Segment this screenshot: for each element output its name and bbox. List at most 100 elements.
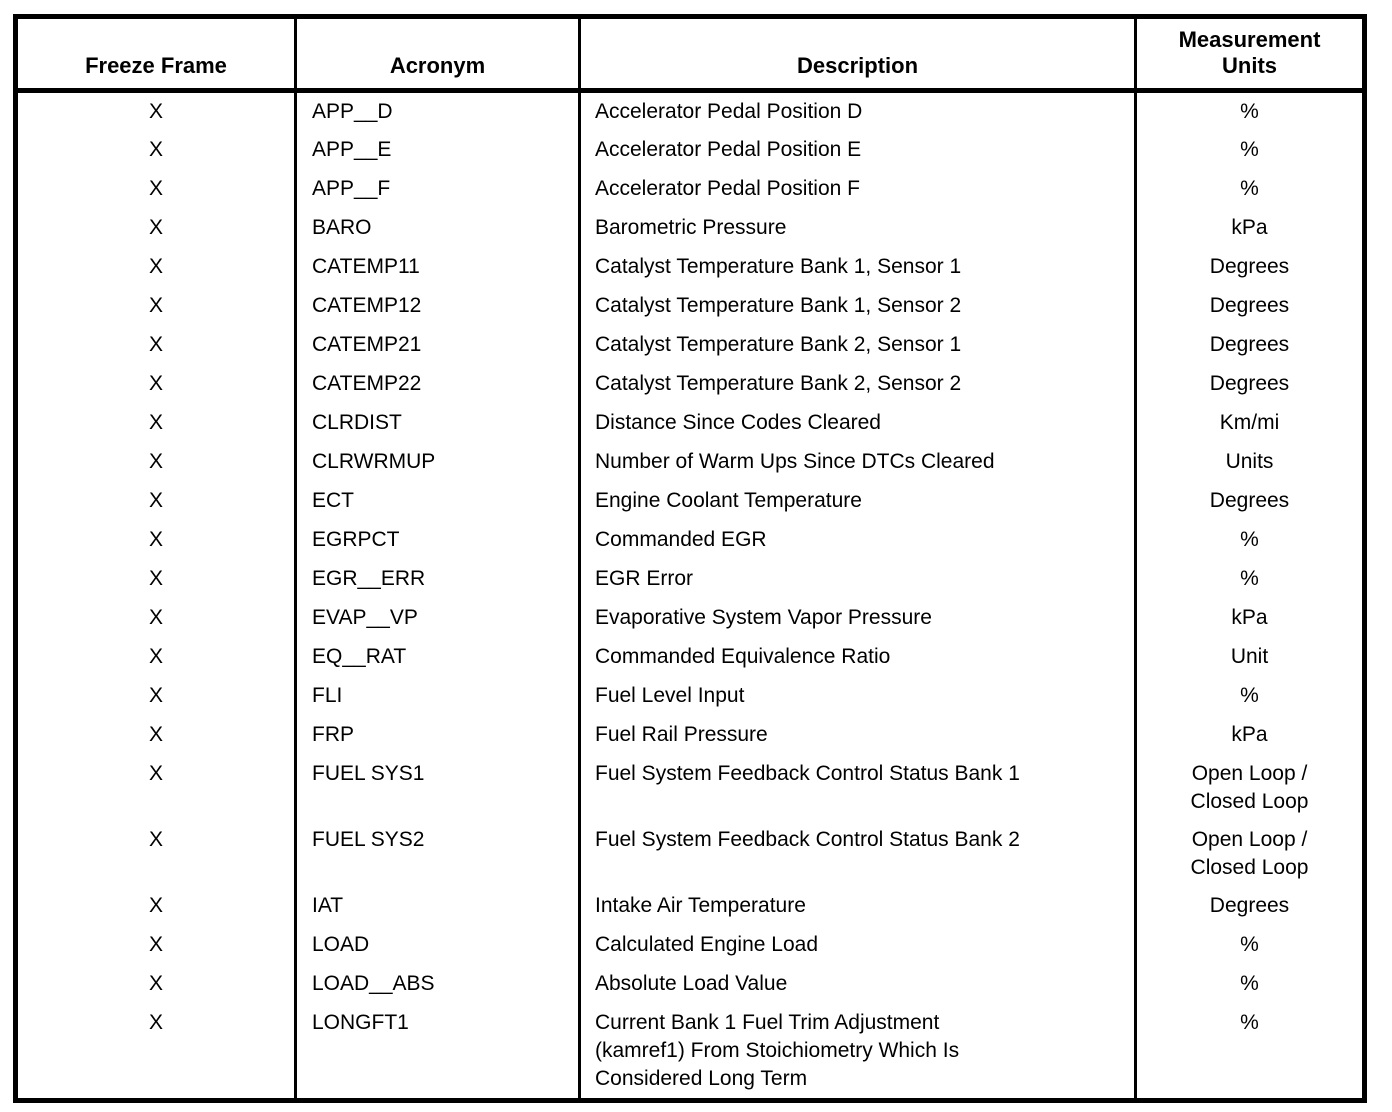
units-cell: Degrees xyxy=(1134,482,1365,521)
table-row: X EQ__RAT Commanded Equivalence Ratio Un… xyxy=(16,638,1365,677)
units-cell: % xyxy=(1134,521,1365,560)
freeze-frame-cell: X xyxy=(148,255,163,278)
header-measurement-units: Measurement Units xyxy=(1134,16,1365,93)
acronym-cell: LOAD__ABS xyxy=(294,965,580,1004)
freeze-frame-cell: X xyxy=(148,723,163,746)
description-cell: Calculated Engine Load xyxy=(578,926,1136,965)
table-row: X APP__F Accelerator Pedal Position F % xyxy=(16,170,1365,209)
description-cell: Commanded EGR xyxy=(578,521,1136,560)
description-cell: Absolute Load Value xyxy=(578,965,1136,1004)
description-cell: Accelerator Pedal Position D xyxy=(578,90,1136,131)
acronym-cell: CATEMP22 xyxy=(294,365,580,404)
table-header: Freeze Frame Acronym Description Measure… xyxy=(15,16,1365,93)
table-row: X CATEMP21 Catalyst Temperature Bank 2, … xyxy=(16,326,1365,365)
units-cell: kPa xyxy=(1134,209,1365,248)
acronym-cell: FUEL SYS2 xyxy=(294,821,580,887)
freeze-frame-cell: X xyxy=(148,606,163,629)
description-cell: Catalyst Temperature Bank 1, Sensor 2 xyxy=(578,287,1136,326)
freeze-frame-parameters-table: Freeze Frame Acronym Description Measure… xyxy=(13,14,1367,1103)
acronym-cell: EGR__ERR xyxy=(294,560,580,599)
freeze-frame-cell: X xyxy=(148,294,163,317)
freeze-frame-cell: X xyxy=(148,216,163,239)
table-row: X LONGFT1 Current Bank 1 Fuel Trim Adjus… xyxy=(16,1004,1365,1101)
acronym-cell: CATEMP11 xyxy=(294,248,580,287)
description-cell: Barometric Pressure xyxy=(578,209,1136,248)
acronym-cell: APP__D xyxy=(294,90,580,131)
table-row: X BARO Barometric Pressure kPa xyxy=(16,209,1365,248)
units-cell: % xyxy=(1134,926,1365,965)
freeze-frame-cell: X xyxy=(148,645,163,668)
units-cell: Open Loop / Closed Loop xyxy=(1134,821,1365,887)
header-freeze-frame: Freeze Frame xyxy=(15,16,296,93)
description-cell: Fuel System Feedback Control Status Bank… xyxy=(578,755,1136,821)
table-row: X IAT Intake Air Temperature Degrees xyxy=(16,887,1365,926)
description-cell: Intake Air Temperature xyxy=(578,887,1136,926)
description-cell: Fuel Level Input xyxy=(578,677,1136,716)
units-cell: % xyxy=(1134,90,1365,131)
acronym-cell: EQ__RAT xyxy=(294,638,580,677)
acronym-cell: FUEL SYS1 xyxy=(294,755,580,821)
freeze-frame-cell: X xyxy=(148,894,163,917)
units-cell: Degrees xyxy=(1134,287,1365,326)
table-row: X FRP Fuel Rail Pressure kPa xyxy=(16,716,1365,755)
table-row: X LOAD__ABS Absolute Load Value % xyxy=(16,965,1365,1004)
freeze-frame-cell: X xyxy=(148,762,163,785)
freeze-frame-cell: X xyxy=(148,972,163,995)
acronym-cell: BARO xyxy=(294,209,580,248)
units-cell: kPa xyxy=(1134,716,1365,755)
acronym-cell: LOAD xyxy=(294,926,580,965)
acronym-cell: ECT xyxy=(294,482,580,521)
header-description: Description xyxy=(578,16,1136,93)
description-cell: Evaporative System Vapor Pressure xyxy=(578,599,1136,638)
description-cell: Current Bank 1 Fuel Trim Adjustment (kam… xyxy=(578,1004,1136,1101)
acronym-cell: APP__F xyxy=(294,170,580,209)
description-cell: Fuel System Feedback Control Status Bank… xyxy=(578,821,1136,887)
description-cell: Catalyst Temperature Bank 2, Sensor 2 xyxy=(578,365,1136,404)
units-cell: % xyxy=(1134,170,1365,209)
units-cell: Unit xyxy=(1134,638,1365,677)
table-row: X ECT Engine Coolant Temperature Degrees xyxy=(16,482,1365,521)
freeze-frame-cell: X xyxy=(148,100,163,123)
units-cell: Open Loop / Closed Loop xyxy=(1134,755,1365,821)
freeze-frame-cell: X xyxy=(148,528,163,551)
freeze-frame-cell: X xyxy=(148,372,163,395)
acronym-cell: EGRPCT xyxy=(294,521,580,560)
description-cell: Accelerator Pedal Position F xyxy=(578,170,1136,209)
description-cell: Distance Since Codes Cleared xyxy=(578,404,1136,443)
freeze-frame-cell: X xyxy=(148,567,163,590)
units-cell: Degrees xyxy=(1134,365,1365,404)
description-cell: Catalyst Temperature Bank 2, Sensor 1 xyxy=(578,326,1136,365)
freeze-frame-cell: X xyxy=(148,684,163,707)
acronym-cell: FRP xyxy=(294,716,580,755)
table-row: X FLI Fuel Level Input % xyxy=(16,677,1365,716)
freeze-frame-cell: X xyxy=(148,411,163,434)
units-cell: % xyxy=(1134,1004,1365,1101)
acronym-cell: CATEMP21 xyxy=(294,326,580,365)
units-cell: Units xyxy=(1134,443,1365,482)
units-cell: Degrees xyxy=(1134,248,1365,287)
acronym-cell: CLRWRMUP xyxy=(294,443,580,482)
header-acronym: Acronym xyxy=(294,16,580,93)
table-row: X CATEMP12 Catalyst Temperature Bank 1, … xyxy=(16,287,1365,326)
acronym-cell: CATEMP12 xyxy=(294,287,580,326)
table-row: X APP__E Accelerator Pedal Position E % xyxy=(16,131,1365,170)
acronym-cell: APP__E xyxy=(294,131,580,170)
table-row: X CLRDIST Distance Since Codes Cleared K… xyxy=(16,404,1365,443)
description-cell: Catalyst Temperature Bank 1, Sensor 1 xyxy=(578,248,1136,287)
table-row: X EGR__ERR EGR Error % xyxy=(16,560,1365,599)
acronym-cell: CLRDIST xyxy=(294,404,580,443)
description-cell: Commanded Equivalence Ratio xyxy=(578,638,1136,677)
description-cell: Engine Coolant Temperature xyxy=(578,482,1136,521)
description-cell: Number of Warm Ups Since DTCs Cleared xyxy=(578,443,1136,482)
freeze-frame-cell: X xyxy=(148,450,163,473)
units-cell: Degrees xyxy=(1134,887,1365,926)
description-cell: EGR Error xyxy=(578,560,1136,599)
header-row: Freeze Frame Acronym Description Measure… xyxy=(15,16,1365,93)
units-cell: kPa xyxy=(1134,599,1365,638)
freeze-frame-cell: X xyxy=(148,333,163,356)
table-row: X EVAP__VP Evaporative System Vapor Pres… xyxy=(16,599,1365,638)
freeze-frame-cell: X xyxy=(148,138,163,161)
table-row: X CLRWRMUP Number of Warm Ups Since DTCs… xyxy=(16,443,1365,482)
description-cell: Accelerator Pedal Position E xyxy=(578,131,1136,170)
units-cell: % xyxy=(1134,677,1365,716)
